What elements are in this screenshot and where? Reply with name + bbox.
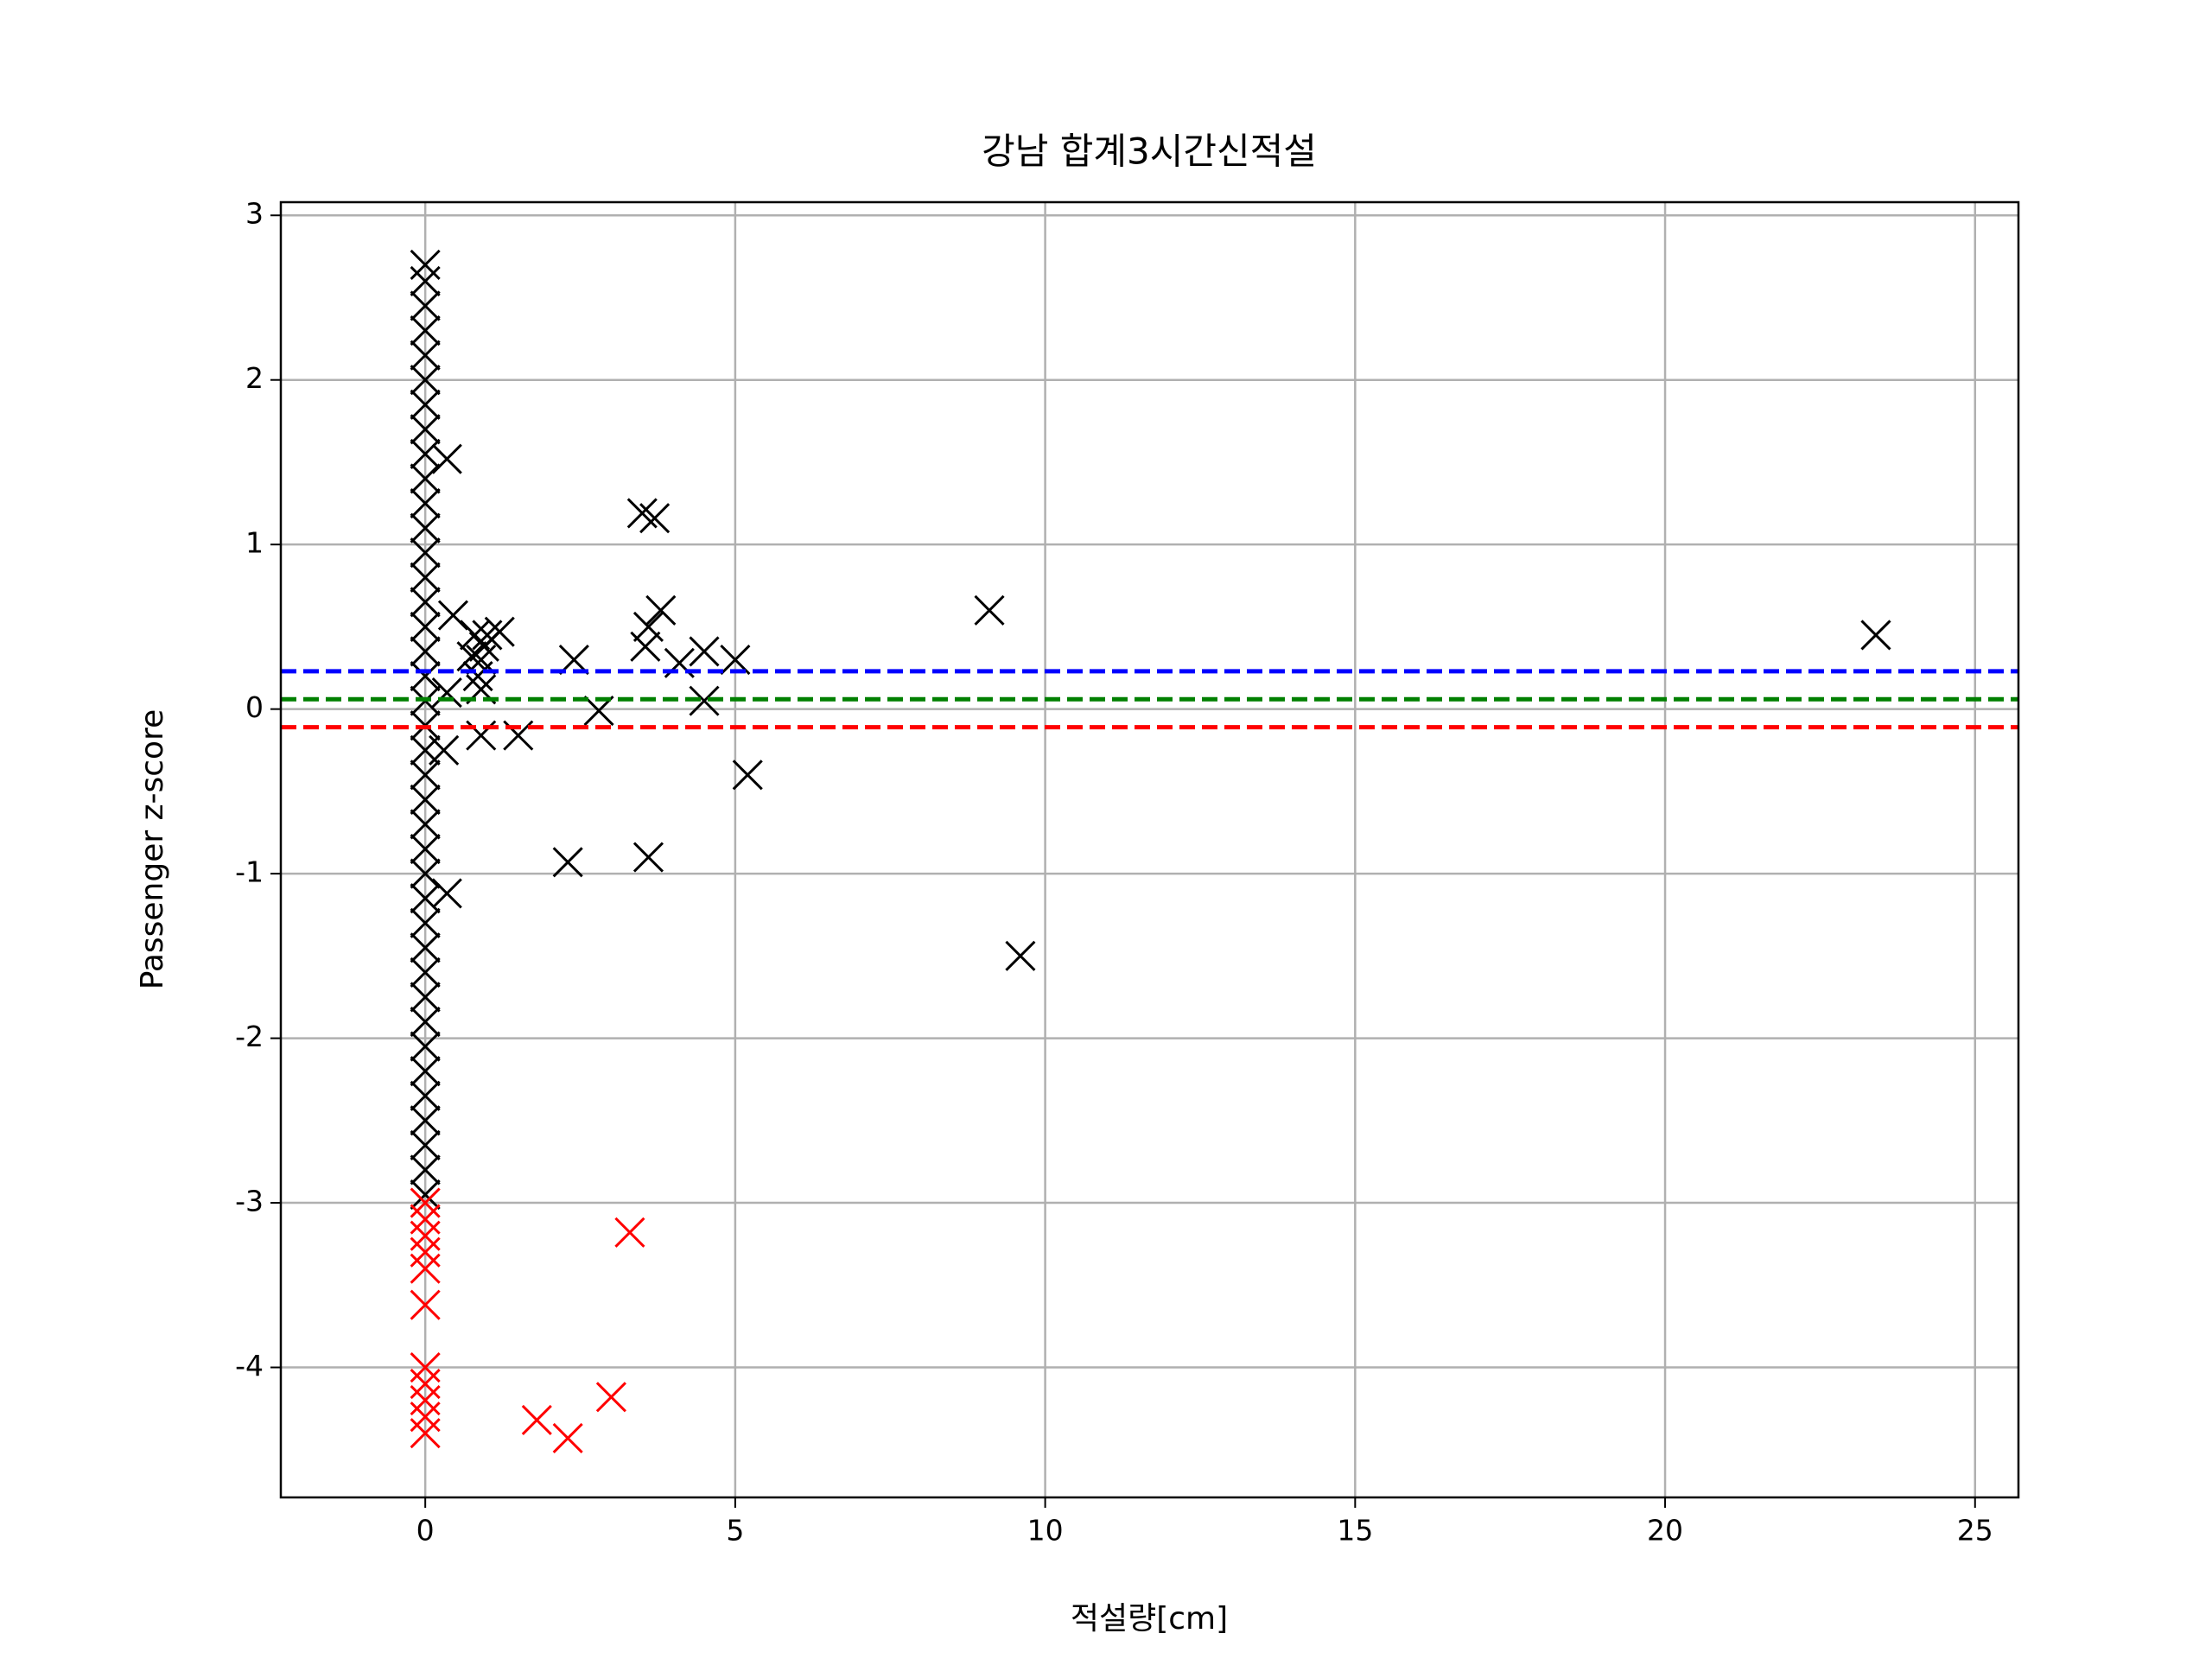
marker	[410, 315, 441, 346]
marker	[410, 1056, 441, 1087]
marker	[689, 685, 720, 716]
marker	[410, 1031, 441, 1062]
marker	[410, 611, 441, 642]
y-tick-label: 2	[245, 361, 264, 395]
marker	[410, 512, 441, 543]
marker	[410, 365, 441, 396]
marker	[552, 1422, 583, 1453]
marker	[410, 833, 441, 865]
marker	[431, 677, 462, 709]
marker	[410, 1179, 441, 1211]
marker	[639, 503, 671, 534]
marker	[410, 1006, 441, 1038]
marker	[456, 641, 487, 672]
marker	[410, 389, 441, 420]
marker	[410, 809, 441, 840]
marker	[431, 443, 462, 474]
marker	[630, 631, 661, 662]
marker	[595, 1382, 626, 1413]
marker	[410, 1385, 441, 1416]
marker	[410, 660, 441, 692]
marker	[484, 616, 515, 647]
y-tick-label: -2	[235, 1020, 264, 1053]
x-tick-label: 0	[416, 1514, 435, 1548]
marker	[410, 636, 441, 667]
marker	[410, 1289, 441, 1320]
marker	[410, 957, 441, 988]
marker	[632, 611, 664, 642]
x-tick-label: 10	[1027, 1514, 1064, 1548]
marker	[410, 1369, 441, 1400]
marker	[1005, 940, 1036, 971]
marker	[974, 594, 1005, 626]
marker	[437, 600, 469, 631]
marker	[410, 1402, 441, 1433]
y-tick-label: 3	[245, 197, 264, 231]
marker	[410, 537, 441, 569]
marker	[410, 438, 441, 469]
marker	[410, 587, 441, 618]
marker	[410, 1187, 441, 1218]
marker	[410, 1204, 441, 1235]
marker	[410, 487, 441, 519]
marker	[689, 636, 720, 667]
marker	[410, 562, 441, 593]
marker	[410, 784, 441, 815]
marker	[732, 760, 763, 791]
marker	[521, 1404, 552, 1436]
marker	[410, 1080, 441, 1111]
marker	[410, 760, 441, 791]
marker	[552, 847, 583, 878]
chart-title: 강남 합계3시간신적설	[982, 130, 1317, 173]
marker	[410, 1220, 441, 1251]
marker	[410, 249, 441, 280]
marker	[431, 878, 462, 909]
marker	[1860, 620, 1891, 651]
plot-frame	[279, 200, 2020, 1499]
marker	[410, 982, 441, 1013]
x-axis-label: 적설량[cm]	[1071, 1601, 1228, 1637]
y-tick-label: -4	[235, 1349, 264, 1382]
marker	[410, 1105, 441, 1136]
marker	[410, 414, 441, 445]
marker	[410, 932, 441, 963]
x-tick-label: 20	[1647, 1514, 1683, 1548]
marker	[410, 463, 441, 494]
marker	[410, 1154, 441, 1185]
marker	[429, 734, 460, 766]
marker	[410, 907, 441, 938]
y-axis-label: Passenger z-score	[135, 709, 170, 990]
marker	[410, 1351, 441, 1383]
marker	[410, 1129, 441, 1160]
marker	[410, 290, 441, 321]
x-tick-label: 5	[726, 1514, 744, 1548]
x-tick-label: 15	[1337, 1514, 1373, 1548]
x-tick-label: 25	[1957, 1514, 1993, 1548]
marker	[614, 1217, 645, 1248]
y-tick-label: -1	[235, 855, 264, 889]
marker	[410, 858, 441, 889]
marker	[410, 1236, 441, 1268]
marker	[645, 594, 677, 626]
marker	[410, 883, 441, 914]
marker	[462, 660, 493, 692]
marker	[410, 1418, 441, 1449]
marker	[410, 265, 441, 296]
marker	[410, 1253, 441, 1284]
y-tick-label: 1	[245, 526, 264, 560]
y-tick-label: -3	[235, 1185, 264, 1218]
marker	[632, 842, 664, 873]
y-tick-label: 0	[245, 690, 264, 724]
marker	[410, 340, 441, 371]
marker	[472, 620, 503, 651]
